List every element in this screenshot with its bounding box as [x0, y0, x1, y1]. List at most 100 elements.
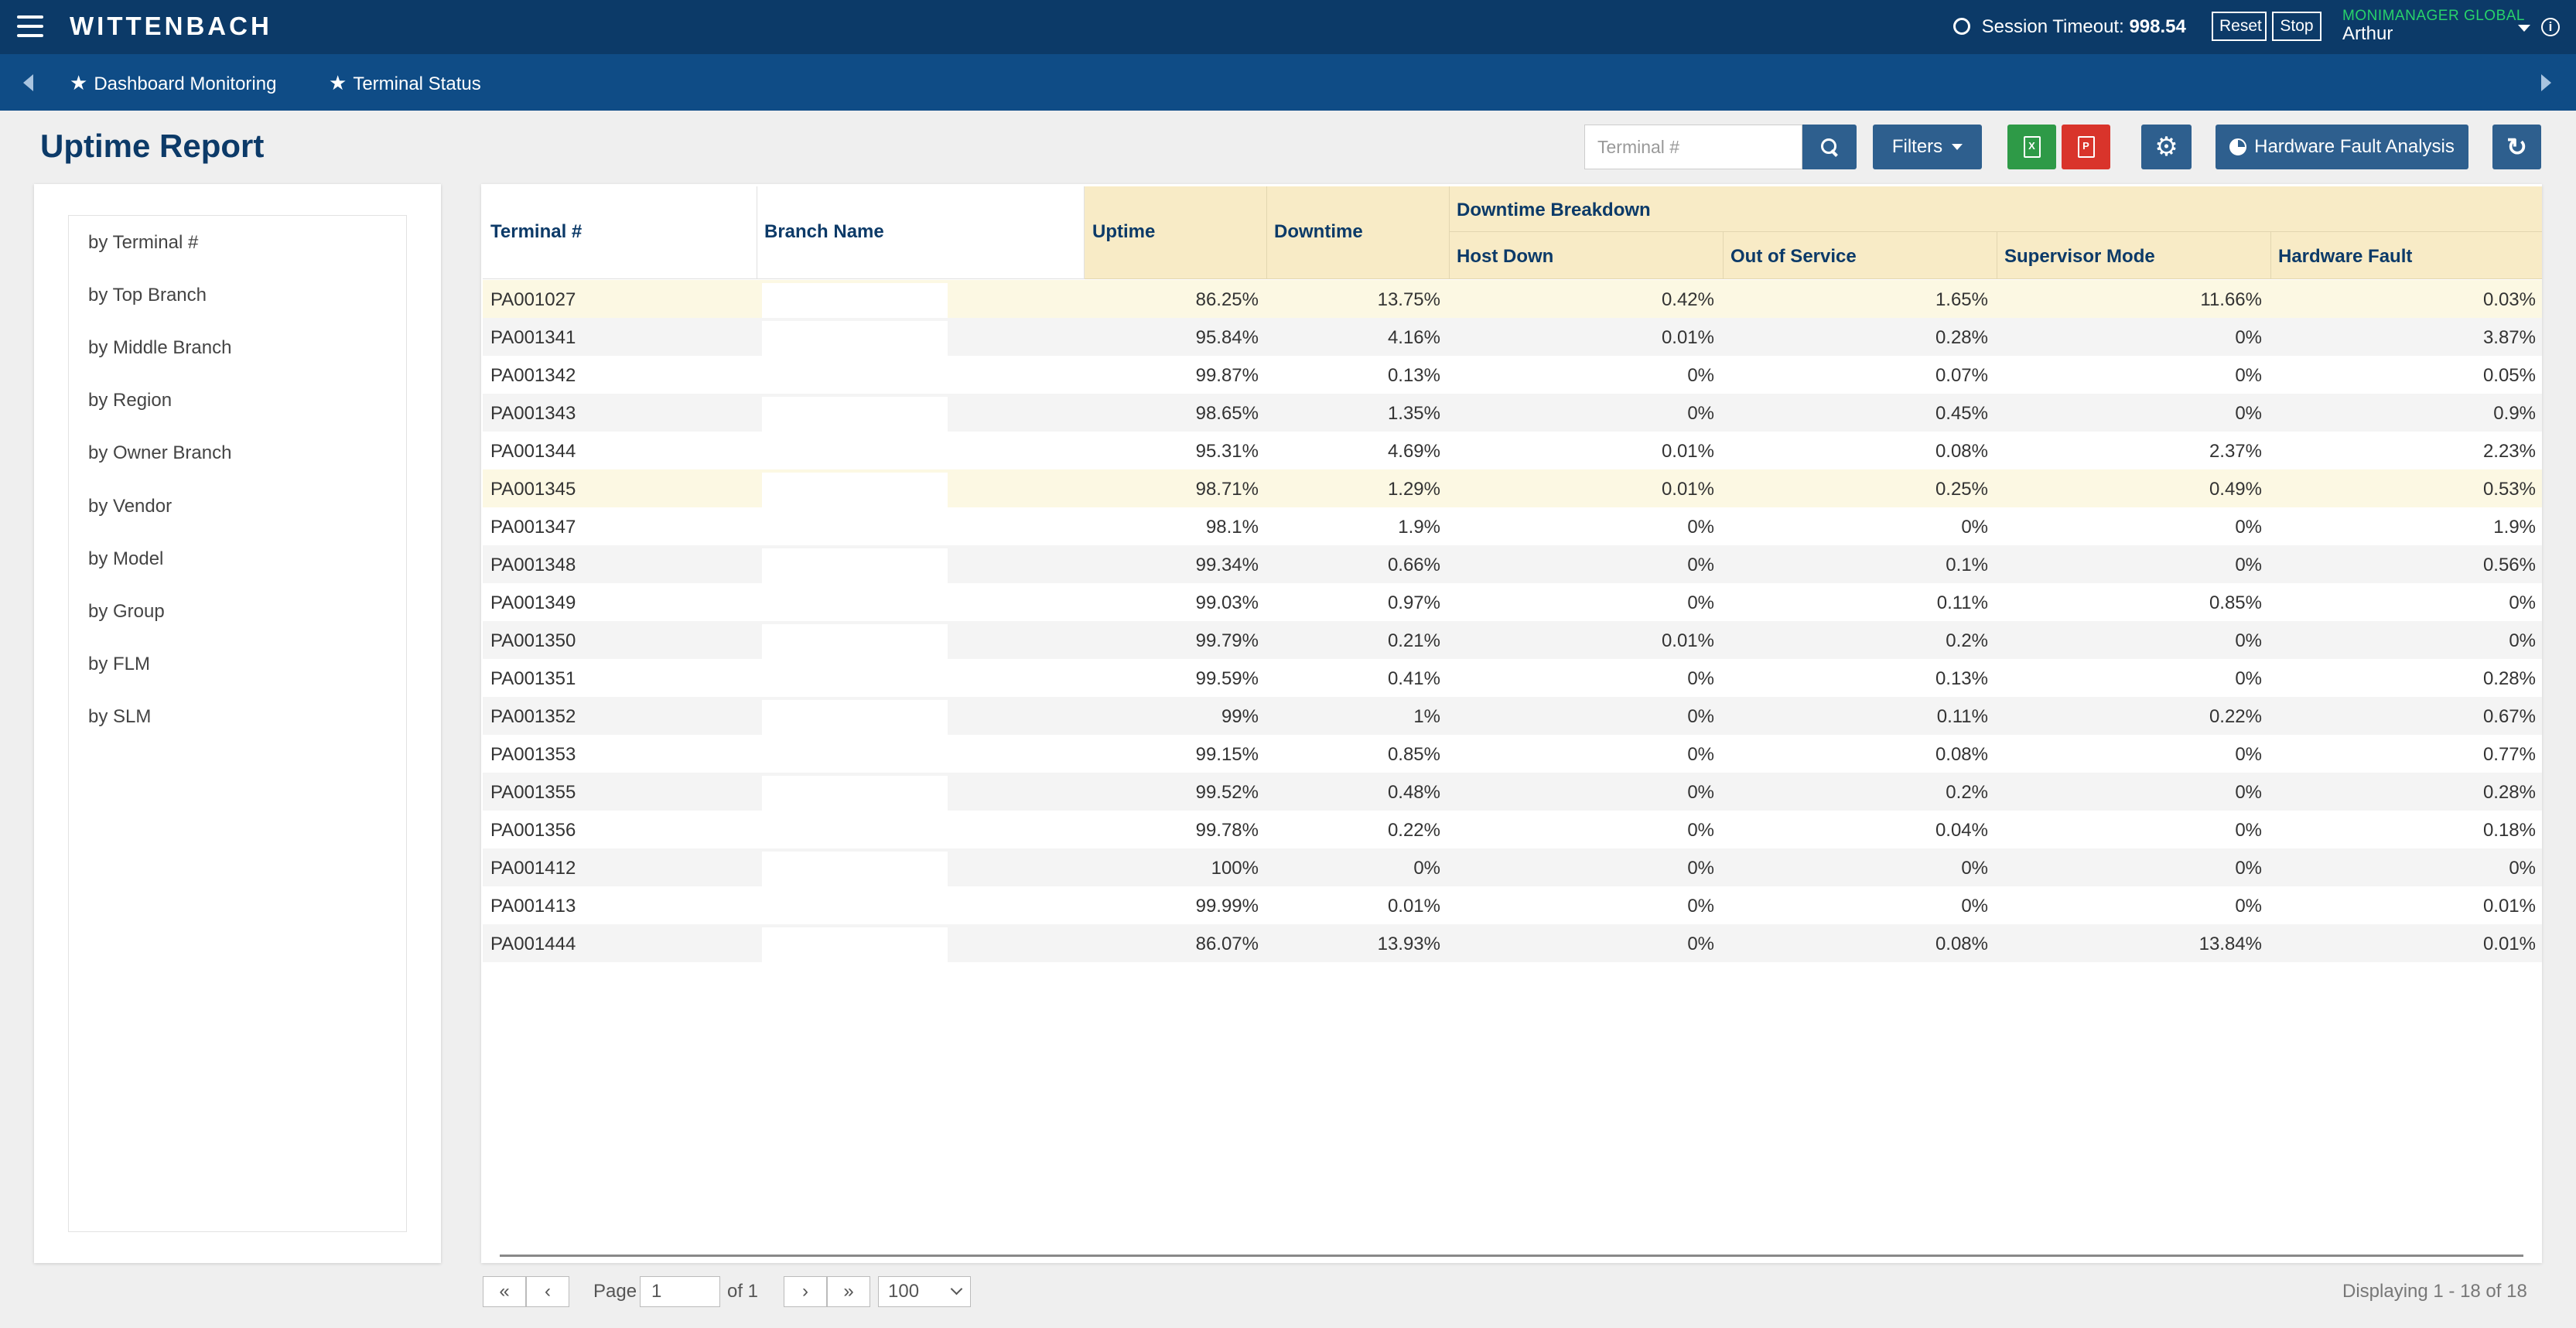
refresh-button[interactable]: ↻ [2492, 125, 2541, 169]
header-host-down[interactable]: Host Down [1457, 246, 1554, 267]
user-menu-caret-icon[interactable] [2518, 25, 2530, 32]
group-by-slm[interactable]: by SLM [88, 706, 152, 727]
cell-downtime: 0.21% [1387, 630, 1440, 651]
table-row[interactable]: PA001344 95.31% 4.69% 0.01% 0.08% 2.37% 2.23% [483, 432, 2542, 469]
header-uptime[interactable]: Uptime [1092, 221, 1156, 242]
cell-downtime: 1.35% [1387, 403, 1440, 424]
reset-button[interactable]: Reset [2212, 12, 2267, 41]
table-row[interactable]: PA001355 99.52% 0.48% 0% 0.2% 0% 0.28% [483, 773, 2542, 811]
cell-hardware-fault: 0.01% [2482, 934, 2536, 954]
cell-supervisor-mode: 0% [2235, 744, 2262, 765]
group-by-group[interactable]: by Group [88, 601, 165, 622]
group-by-model[interactable]: by Model [88, 548, 164, 569]
previous-page-button[interactable]: ‹ [526, 1276, 569, 1307]
cell-hardware-fault: 0% [2509, 858, 2536, 879]
cell-host-down: 0% [1687, 403, 1714, 424]
hardware-fault-analysis-button[interactable]: Hardware Fault Analysis [2216, 125, 2468, 169]
cell-branch-name [762, 548, 948, 583]
last-page-button[interactable]: » [827, 1276, 870, 1307]
stop-button[interactable]: Stop [2272, 12, 2321, 41]
group-by-top-branch[interactable]: by Top Branch [88, 285, 207, 306]
table-row[interactable]: PA001347 98.1% 1.9% 0% 0% 0% 1.9% [483, 507, 2542, 545]
user-organization[interactable]: MONIMANAGER GLOBAL [2342, 8, 2525, 24]
table-row[interactable]: PA001350 99.79% 0.21% 0.01% 0.2% 0% 0% [483, 621, 2542, 659]
table-row[interactable]: PA001348 99.34% 0.66% 0% 0.1% 0% 0.56% [483, 545, 2542, 583]
table-row[interactable]: PA001345 98.71% 1.29% 0.01% 0.25% 0.49% 0.53% [483, 469, 2542, 507]
cell-host-down: 0% [1687, 517, 1714, 538]
horizontal-scrollbar[interactable] [500, 1255, 2523, 1257]
cell-supervisor-mode: 0% [2235, 668, 2262, 689]
next-page-button[interactable]: › [784, 1276, 827, 1307]
user-name[interactable]: Arthur [2342, 23, 2393, 44]
cell-terminal: PA001412 [490, 858, 576, 879]
cell-out-of-service: 0.04% [1935, 820, 1988, 841]
group-by-region[interactable]: by Region [88, 390, 173, 411]
cell-branch-name [762, 662, 948, 697]
page-number-input[interactable]: 1 [640, 1276, 720, 1307]
cell-hardware-fault: 0% [2509, 592, 2536, 613]
tab-label: Terminal Status [353, 73, 481, 94]
filters-button[interactable]: Filters [1873, 125, 1982, 169]
search-button[interactable] [1802, 125, 1857, 169]
scroll-right-icon[interactable] [2541, 74, 2551, 91]
group-by-terminal[interactable]: by Terminal # [88, 232, 199, 253]
settings-button[interactable]: ⚙ [2141, 125, 2192, 169]
group-by-middle-branch[interactable]: by Middle Branch [88, 337, 232, 358]
table-row[interactable]: PA001027 86.25% 13.75% 0.42% 1.65% 11.66% 0.03… [483, 280, 2542, 318]
group-by-vendor[interactable]: by Vendor [88, 496, 173, 517]
table-row[interactable]: PA001342 99.87% 0.13% 0% 0.07% 0% 0.05% [483, 356, 2542, 394]
filters-label: Filters [1891, 136, 1943, 157]
cell-uptime: 99% [1221, 706, 1259, 727]
scroll-left-icon[interactable] [23, 74, 33, 91]
cell-out-of-service: 0.07% [1935, 365, 1988, 386]
gear-icon: ⚙ [2154, 132, 2178, 162]
first-page-button[interactable]: « [483, 1276, 526, 1307]
cell-uptime: 99.03% [1195, 592, 1259, 613]
pdf-file-icon: P [2077, 136, 2095, 158]
cell-hardware-fault: 0.18% [2482, 820, 2536, 841]
branch-header-cell[interactable] [757, 186, 1085, 279]
cell-out-of-service: 0.1% [1946, 555, 1988, 575]
table-row[interactable]: PA001356 99.78% 0.22% 0% 0.04% 0% 0.18% [483, 811, 2542, 848]
cell-supervisor-mode: 0% [2235, 327, 2262, 348]
cell-out-of-service: 0.28% [1935, 327, 1988, 348]
page-size-value: 100 [888, 1281, 920, 1302]
header-supervisor-mode[interactable]: Supervisor Mode [2004, 246, 2155, 267]
table-row[interactable]: PA001352 99% 1% 0% 0.11% 0.22% 0.67% [483, 697, 2542, 735]
header-branch-name[interactable]: Branch Name [764, 221, 884, 242]
excel-file-icon: X [2023, 136, 2041, 158]
table-row[interactable]: PA001444 86.07% 13.93% 0% 0.08% 13.84% 0.01% [483, 924, 2542, 962]
cell-supervisor-mode: 0% [2235, 555, 2262, 575]
group-by-owner-branch[interactable]: by Owner Branch [88, 442, 232, 463]
table-row[interactable]: PA001349 99.03% 0.97% 0% 0.11% 0.85% 0% [483, 583, 2542, 621]
hamburger-menu-icon[interactable] [17, 15, 43, 37]
header-downtime[interactable]: Downtime [1274, 221, 1363, 242]
header-terminal[interactable]: Terminal # [490, 221, 583, 242]
cell-terminal: PA001344 [490, 441, 576, 462]
cell-host-down: 0% [1687, 858, 1714, 879]
page-size-select[interactable]: 100 [878, 1276, 971, 1307]
cell-terminal: PA001343 [490, 403, 576, 424]
header-hardware-fault[interactable]: Hardware Fault [2278, 246, 2413, 267]
table-row[interactable]: PA001353 99.15% 0.85% 0% 0.08% 0% 0.77% [483, 735, 2542, 773]
tab-dashboard-monitoring[interactable]: ★ Dashboard Monitoring [70, 71, 276, 95]
page-count-label: of 1 [727, 1281, 759, 1302]
table-row[interactable]: PA001413 99.99% 0.01% 0% 0% 0% 0.01% [483, 886, 2542, 924]
cell-supervisor-mode: 0% [2235, 403, 2262, 424]
group-by-flm[interactable]: by FLM [88, 654, 151, 674]
terminal-search-input[interactable]: Terminal # [1584, 125, 1802, 169]
header-out-of-service[interactable]: Out of Service [1730, 246, 1857, 267]
export-excel-button[interactable]: X [2007, 125, 2056, 169]
table-row[interactable]: PA001351 99.59% 0.41% 0% 0.13% 0% 0.28% [483, 659, 2542, 697]
tab-terminal-status[interactable]: ★ Terminal Status [329, 71, 481, 95]
table-row[interactable]: PA001343 98.65% 1.35% 0% 0.45% 0% 0.9% [483, 394, 2542, 432]
table-row[interactable]: PA001341 95.84% 4.16% 0.01% 0.28% 0% 3.87% [483, 318, 2542, 356]
cell-host-down: 0.01% [1661, 630, 1714, 651]
info-icon[interactable]: i [2541, 18, 2560, 36]
cell-out-of-service: 0.2% [1946, 782, 1988, 803]
brand-logo: WITTENBACH [70, 12, 272, 40]
tab-label: Dashboard Monitoring [94, 73, 277, 94]
table-row[interactable]: PA001412 100% 0% 0% 0% 0% 0% [483, 848, 2542, 886]
terminal-header-cell[interactable] [483, 186, 757, 279]
export-pdf-button[interactable]: P [2062, 125, 2110, 169]
